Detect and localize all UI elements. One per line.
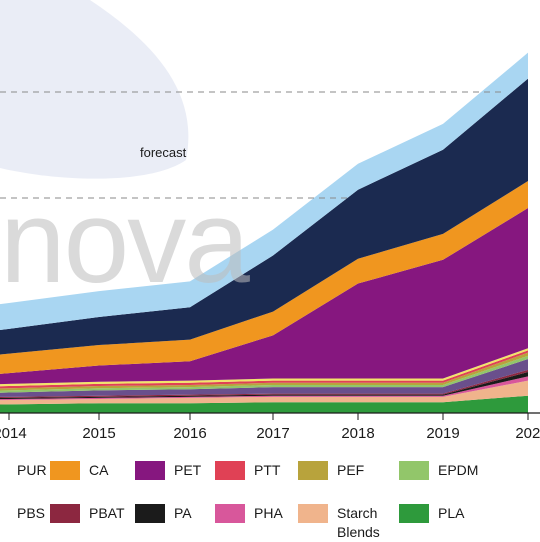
x-tick-label: 2014 xyxy=(0,425,27,442)
area-pbs xyxy=(0,359,528,397)
legend-label: EPDM xyxy=(438,462,479,478)
legend-swatch xyxy=(50,461,80,480)
area-other xyxy=(0,78,528,355)
area-ca xyxy=(0,181,528,374)
legend-item-pet: PET xyxy=(135,461,234,480)
legend-item-pbat: PBAT xyxy=(50,504,149,523)
legend-label: PBAT xyxy=(89,505,125,521)
legend-swatch xyxy=(50,504,80,523)
legend-item-pef: PEF xyxy=(298,461,397,480)
legend-label: Starch Blends xyxy=(337,505,380,540)
legend-swatch xyxy=(135,504,165,523)
area-starch-blends xyxy=(0,380,528,405)
legend-label: PA xyxy=(174,505,192,521)
legend-label: PET xyxy=(174,462,202,478)
legend-label: PHA xyxy=(254,505,283,521)
area-pet xyxy=(0,208,528,385)
area-epdm xyxy=(0,355,528,393)
stacked-areas xyxy=(0,52,528,413)
area-pla xyxy=(0,395,528,413)
legend-label: PEF xyxy=(337,462,365,478)
watermark-text: nova xyxy=(0,176,250,308)
legend-label: PTT xyxy=(254,462,281,478)
legend-label: PLA xyxy=(438,505,465,521)
watermark-swoosh xyxy=(0,0,189,179)
legend-swatch xyxy=(399,504,429,523)
x-tick-label: 2015 xyxy=(82,425,116,442)
legend-item-pa: PA xyxy=(135,504,234,523)
legend-swatch xyxy=(298,461,328,480)
legend: PUR CA PET PTT PEF EPDM PBS PBAT PA PHA Starch Ble… xyxy=(0,446,540,540)
legend-swatch xyxy=(215,504,245,523)
legend-label: PUR xyxy=(17,462,47,478)
x-tick-label: 2016 xyxy=(173,425,207,442)
x-tick-label: 2020 xyxy=(515,425,540,442)
x-tick-label: 2019 xyxy=(426,425,460,442)
legend-item-pur: PUR xyxy=(0,461,77,480)
x-axis-ticks xyxy=(8,413,529,420)
legend-label: CA xyxy=(89,462,109,478)
x-tick-label: 2018 xyxy=(341,425,375,442)
x-tick-label: 2017 xyxy=(256,425,290,442)
legend-swatch xyxy=(298,504,328,523)
forecast-annotation: forecast xyxy=(140,145,187,160)
legend-item-ptt: PTT xyxy=(215,461,314,480)
legend-swatch xyxy=(135,461,165,480)
legend-item-starch-blends: Starch Blends xyxy=(298,504,397,542)
legend-swatch xyxy=(215,461,245,480)
legend-item-pbs: PBS xyxy=(0,504,77,523)
legend-label: PBS xyxy=(17,505,46,521)
legend-swatch xyxy=(399,461,429,480)
area-chart: forecast nova xyxy=(0,0,540,420)
legend-item-pha: PHA xyxy=(215,504,314,523)
area-top-band xyxy=(0,52,528,331)
legend-item-pla: PLA xyxy=(399,504,498,523)
legend-item-ca: CA xyxy=(50,461,149,480)
legend-item-epdm: EPDM xyxy=(399,461,498,480)
